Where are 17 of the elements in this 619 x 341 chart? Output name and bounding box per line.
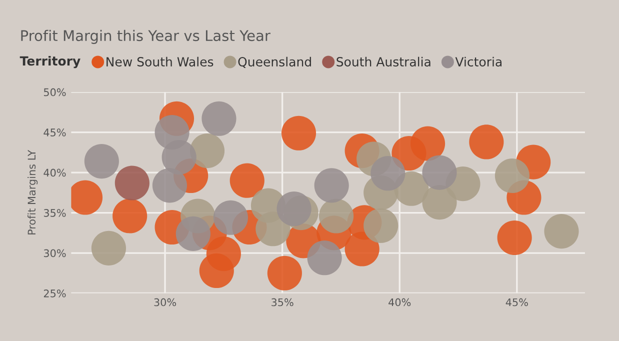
x-tick-label: 40% [388,298,411,306]
y-tick-label: 35% [44,209,66,217]
y-tick-label: 25% [44,289,66,298]
chart-title: Profit Margin this Year vs Last Year [21,30,270,44]
y-axis-title: Profit Margins LY [28,150,38,234]
legend-title: Territory [20,56,80,68]
y-tick-label: 45% [44,128,66,136]
legend-label: Victoria [455,56,502,67]
x-tick-label: 30% [154,298,176,306]
x-tick-label: 35% [272,298,294,306]
y-tick-label: 30% [44,249,66,258]
legend-label: South Australia [336,56,430,67]
y-tick-label: 50% [44,88,66,96]
legend-label: New South Wales [106,56,214,67]
y-tick-label: 40% [44,168,66,177]
legend-label: Queensland [238,56,311,68]
x-tick-label: 45% [506,298,528,306]
